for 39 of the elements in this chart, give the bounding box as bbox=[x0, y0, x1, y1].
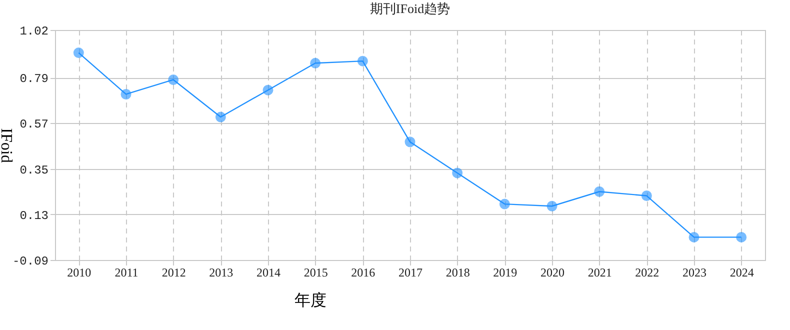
point bbox=[499, 198, 510, 210]
point bbox=[120, 89, 132, 100]
x-tick-label: 2010 bbox=[67, 266, 92, 280]
x-tick-label: 2016 bbox=[351, 266, 376, 280]
x-tick-label: 2018 bbox=[446, 266, 470, 280]
y-axis-title: IFoid bbox=[0, 128, 14, 163]
x-tick-label: 2020 bbox=[540, 266, 564, 280]
x-axis-title: 年度 bbox=[294, 292, 326, 310]
x-tick-label: 2011 bbox=[114, 266, 138, 280]
y-tick-label: -0.09 bbox=[12, 254, 48, 268]
y-tick-label: 0.35 bbox=[20, 163, 48, 178]
point bbox=[357, 56, 368, 66]
chart-title: 期刊IFoid趋势 bbox=[370, 1, 450, 16]
point bbox=[452, 168, 463, 178]
x-tick-label: 2012 bbox=[162, 266, 186, 280]
x-tick-label: 2023 bbox=[682, 266, 706, 280]
x-tick-label: 2019 bbox=[493, 266, 518, 280]
point bbox=[215, 112, 226, 122]
y-tick-label: 1.02 bbox=[20, 24, 48, 38]
x-tick-label: 2017 bbox=[398, 266, 422, 280]
point bbox=[736, 232, 747, 242]
point bbox=[404, 136, 416, 148]
x-tick-label: 2013 bbox=[209, 266, 234, 280]
point bbox=[168, 74, 179, 85]
x-tick-label: 2021 bbox=[588, 266, 612, 280]
x-tick-label: 2024 bbox=[730, 266, 754, 280]
y-tick-label: 0.57 bbox=[20, 118, 48, 132]
point bbox=[594, 186, 605, 197]
point bbox=[546, 200, 558, 212]
point bbox=[262, 84, 274, 96]
y-tick-label: 0.13 bbox=[20, 208, 48, 223]
x-tick-label: 2015 bbox=[304, 266, 328, 280]
y-tick-label: 0.79 bbox=[20, 72, 48, 86]
point bbox=[310, 58, 321, 68]
point bbox=[688, 232, 700, 242]
x-tick-label: 2014 bbox=[256, 266, 280, 280]
point bbox=[641, 190, 652, 201]
point bbox=[73, 48, 84, 58]
x-tick-label: 2022 bbox=[635, 266, 660, 280]
